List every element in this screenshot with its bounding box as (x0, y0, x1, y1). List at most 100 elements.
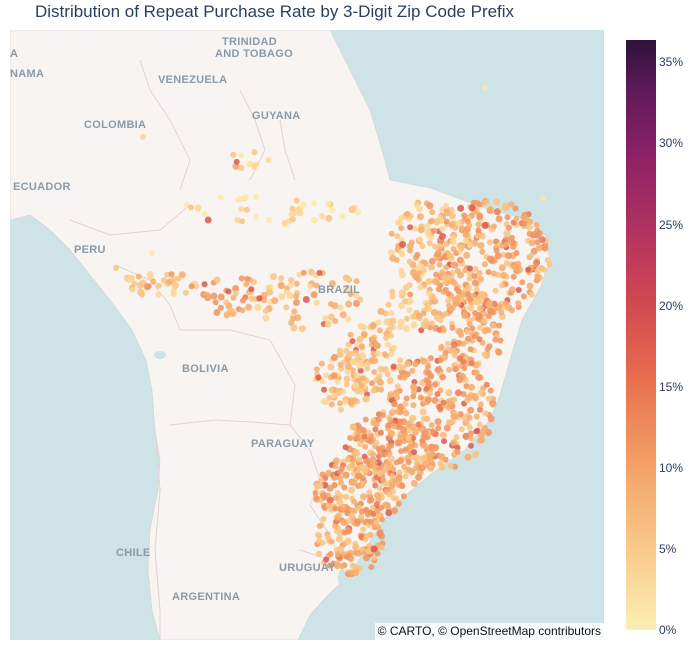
zip-marker (344, 456, 351, 463)
zip-marker (332, 505, 339, 512)
zip-marker (417, 394, 424, 401)
zip-marker (505, 252, 512, 260)
zip-marker (348, 479, 355, 486)
country-label: VENEZUELA (158, 74, 227, 86)
zip-marker (476, 294, 483, 301)
zip-marker (314, 484, 321, 491)
zip-marker (311, 216, 318, 224)
zip-marker (439, 226, 446, 233)
zip-marker (278, 293, 286, 301)
zip-marker (393, 257, 400, 263)
zip-marker (502, 204, 509, 212)
zip-marker (475, 227, 482, 234)
zip-marker (354, 356, 361, 363)
zip-marker (377, 469, 384, 477)
zip-marker (468, 383, 476, 391)
zip-marker (339, 503, 347, 511)
zip-marker (380, 477, 387, 483)
zip-marker (376, 447, 383, 454)
zip-marker (419, 243, 426, 250)
zip-marker (492, 336, 499, 343)
zip-marker (334, 490, 341, 497)
zip-marker (235, 196, 242, 203)
zip-marker (370, 554, 377, 561)
zip-marker (210, 292, 218, 300)
zip-marker (404, 315, 410, 322)
zip-marker (446, 366, 453, 373)
zip-marker (323, 556, 330, 563)
zip-marker (325, 320, 332, 326)
zip-marker (515, 263, 522, 270)
zip-marker (234, 217, 241, 223)
zip-marker (331, 482, 338, 489)
zip-marker (439, 269, 445, 276)
zip-marker (310, 291, 318, 299)
zip-marker (346, 464, 354, 472)
zip-marker (415, 421, 422, 428)
zip-marker (468, 360, 475, 367)
zip-marker (429, 209, 436, 216)
zip-marker (477, 304, 484, 312)
zip-marker (399, 271, 406, 279)
zip-marker (377, 327, 383, 334)
zip-marker (481, 318, 488, 325)
zip-marker (352, 543, 360, 551)
zip-marker (381, 451, 388, 458)
zip-marker (228, 307, 235, 314)
zip-marker (476, 201, 483, 208)
zip-marker (253, 161, 259, 168)
zip-marker (408, 239, 415, 246)
zip-marker (388, 323, 395, 330)
zip-marker (464, 453, 472, 461)
zip-marker (450, 439, 458, 447)
zip-marker (426, 453, 434, 461)
zip-marker (443, 264, 449, 271)
zip-marker (438, 463, 446, 471)
zip-marker (361, 433, 368, 440)
zip-marker (358, 513, 364, 520)
zip-marker (487, 205, 494, 212)
zip-marker (481, 221, 489, 229)
zip-marker (129, 286, 136, 293)
zip-marker (455, 220, 462, 226)
zip-marker (431, 277, 439, 285)
zip-marker (475, 221, 482, 228)
zip-marker (460, 340, 467, 347)
country-label: NAMA (10, 68, 44, 80)
zip-marker (396, 469, 403, 476)
map-attribution[interactable]: © CARTO, © OpenStreetMap contributors (374, 623, 604, 640)
zip-marker (429, 294, 436, 300)
zip-marker (398, 289, 406, 297)
zip-marker (461, 212, 468, 219)
zip-marker (440, 399, 447, 406)
zip-marker (369, 322, 377, 330)
country-label: TRINIDAD (222, 36, 277, 48)
zip-marker (238, 275, 245, 282)
zip-marker (512, 205, 519, 212)
zip-marker (436, 261, 443, 268)
zip-marker (399, 482, 406, 489)
zip-marker (343, 493, 350, 500)
zip-marker (323, 372, 330, 379)
zip-marker (429, 217, 436, 224)
zip-marker (428, 443, 436, 451)
zip-marker (374, 459, 382, 466)
zip-marker (406, 258, 413, 265)
map[interactable]: TRINIDAD AND TOBAGO NAMA A VENEZUELA GUY… (10, 30, 604, 640)
zip-marker (426, 202, 434, 210)
zip-marker (342, 398, 349, 405)
zip-marker (345, 300, 353, 308)
zip-marker (462, 237, 469, 244)
zip-marker (225, 288, 232, 295)
zip-marker (395, 500, 402, 507)
zip-marker (546, 261, 553, 268)
zip-marker (425, 278, 433, 285)
zip-marker (341, 529, 348, 536)
zip-marker (398, 214, 405, 221)
zip-marker (370, 420, 377, 427)
zip-marker (293, 280, 300, 287)
zip-marker (359, 546, 366, 553)
zip-marker (442, 202, 449, 209)
zip-marker (326, 562, 333, 569)
zip-marker (425, 396, 432, 404)
